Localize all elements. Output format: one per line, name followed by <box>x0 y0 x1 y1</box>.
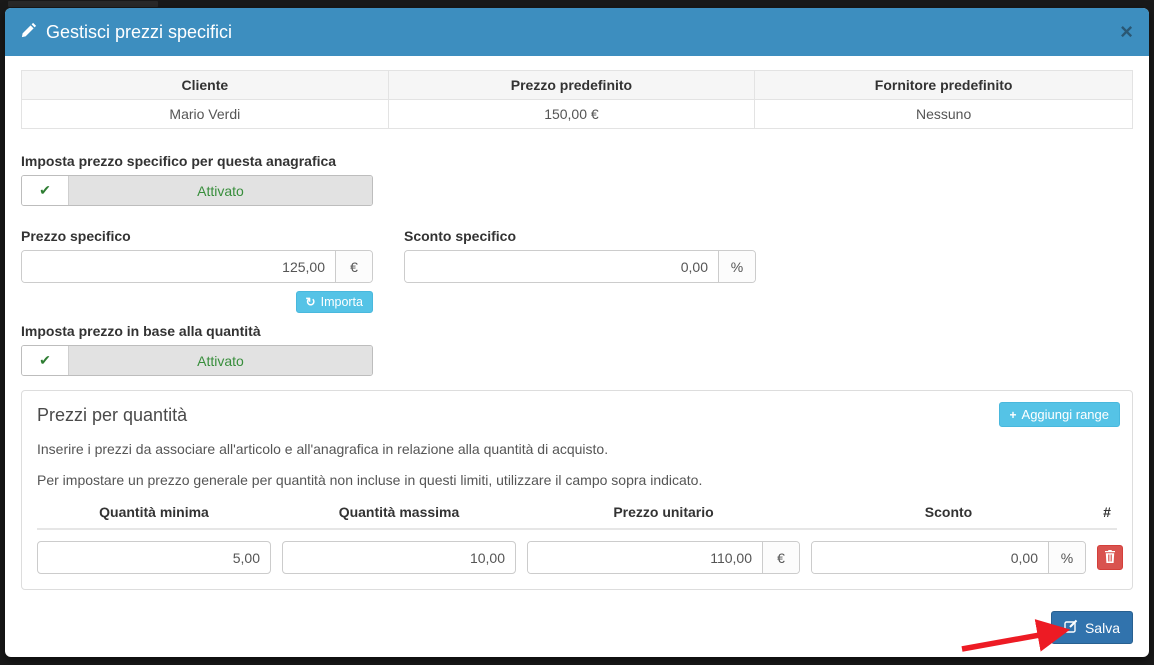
specific-price-label: Prezzo specifico <box>21 228 131 244</box>
plus-icon: + <box>1009 407 1017 422</box>
specific-discount-input[interactable] <box>405 251 718 282</box>
background-page-remnant <box>8 1 158 7</box>
specific-discount-input-group: % <box>404 250 756 283</box>
save-button[interactable]: Salva <box>1050 611 1133 644</box>
column-header-actions: # <box>1103 504 1111 520</box>
specific-price-toggle[interactable]: ✔ Attivato <box>21 175 373 206</box>
import-row: ↻ Importa <box>21 291 373 313</box>
row-discount-input-group: % <box>811 541 1086 574</box>
info-table-data-row: Mario Verdi 150,00 € Nessuno <box>21 99 1133 129</box>
panel-description-1: Inserire i prezzi da associare all'artic… <box>37 441 609 457</box>
quantity-price-toggle-label: Imposta prezzo in base alla quantità <box>21 323 261 339</box>
info-table-header-row: Cliente Prezzo predefinito Fornitore pre… <box>21 70 1133 100</box>
column-header-quantita-massima: Quantità massima <box>338 504 460 520</box>
min-quantity-input[interactable] <box>37 541 271 574</box>
manage-specific-prices-modal: Gestisci prezzi specifici × Cliente Prez… <box>5 8 1149 657</box>
save-button-label: Salva <box>1084 619 1120 636</box>
quantity-price-toggle[interactable]: ✔ Attivato <box>21 345 373 376</box>
percent-addon: % <box>718 251 755 282</box>
delete-range-button[interactable] <box>1097 545 1123 570</box>
specific-price-input[interactable] <box>22 251 335 282</box>
pencil-icon <box>21 22 37 43</box>
row-discount-input[interactable] <box>812 542 1048 573</box>
toggle-state-text: Attivato <box>69 176 372 205</box>
add-range-button[interactable]: + Aggiungi range <box>998 402 1120 427</box>
modal-body: Cliente Prezzo predefinito Fornitore pre… <box>5 56 1149 599</box>
column-header-sconto: Sconto <box>924 504 973 520</box>
quantity-prices-panel: Prezzi per quantità + Aggiungi range Ins… <box>21 390 1133 590</box>
modal-header: Gestisci prezzi specifici × <box>5 8 1149 56</box>
specific-price-input-group: € <box>21 250 373 283</box>
column-header-cliente: Cliente <box>21 70 389 100</box>
column-header-prezzo-predefinito: Prezzo predefinito <box>387 70 756 100</box>
euro-addon: € <box>335 251 372 282</box>
close-icon[interactable]: × <box>1120 19 1133 44</box>
panel-description-2: Per impostare un prezzo generale per qua… <box>37 472 703 488</box>
specific-price-column: Prezzo specifico € ↻ Importa <box>21 228 373 323</box>
column-header-quantita-minima: Quantità minima <box>99 504 209 520</box>
max-quantity-input[interactable] <box>282 541 516 574</box>
row-actions-cell <box>1097 545 1123 570</box>
unit-price-input-group: € <box>527 541 800 574</box>
cell-cliente: Mario Verdi <box>21 99 389 129</box>
cell-fornitore-predefinito: Nessuno <box>754 99 1133 129</box>
euro-addon: € <box>762 542 799 573</box>
modal-title-text: Gestisci prezzi specifici <box>46 21 233 42</box>
specific-price-toggle-label: Imposta prezzo specifico per questa anag… <box>21 153 337 169</box>
quantity-table-row: € % <box>37 541 1123 574</box>
column-header-prezzo-unitario: Prezzo unitario <box>613 504 714 520</box>
check-icon: ✔ <box>22 176 69 205</box>
unit-price-input[interactable] <box>528 542 762 573</box>
percent-addon: % <box>1048 542 1085 573</box>
specific-discount-label: Sconto specifico <box>404 228 517 244</box>
trash-icon <box>1104 549 1116 566</box>
min-quantity-cell <box>37 541 271 574</box>
panel-title: Prezzi per quantità <box>37 405 188 425</box>
toggle-state-text: Attivato <box>69 346 372 375</box>
check-icon: ✔ <box>22 346 69 375</box>
add-range-button-label: Aggiungi range <box>1021 407 1109 422</box>
edit-icon <box>1064 619 1078 636</box>
import-button-label: Importa <box>320 295 363 309</box>
customer-info-table: Cliente Prezzo predefinito Fornitore pre… <box>21 70 1133 129</box>
column-header-fornitore-predefinito: Fornitore predefinito <box>754 70 1133 100</box>
modal-footer: Salva <box>5 599 1149 657</box>
modal-title: Gestisci prezzi specifici <box>21 22 232 43</box>
import-button[interactable]: ↻ Importa <box>295 291 373 313</box>
quantity-table-header-row: Quantità minima Quantità massima Prezzo … <box>37 504 1117 530</box>
max-quantity-cell <box>282 541 516 574</box>
specific-discount-column: Sconto specifico % <box>404 228 756 323</box>
price-fields-row: Prezzo specifico € ↻ Importa Sconto spec… <box>21 228 1133 323</box>
cell-prezzo-predefinito: 150,00 € <box>387 99 756 129</box>
refresh-icon: ↻ <box>305 295 316 309</box>
